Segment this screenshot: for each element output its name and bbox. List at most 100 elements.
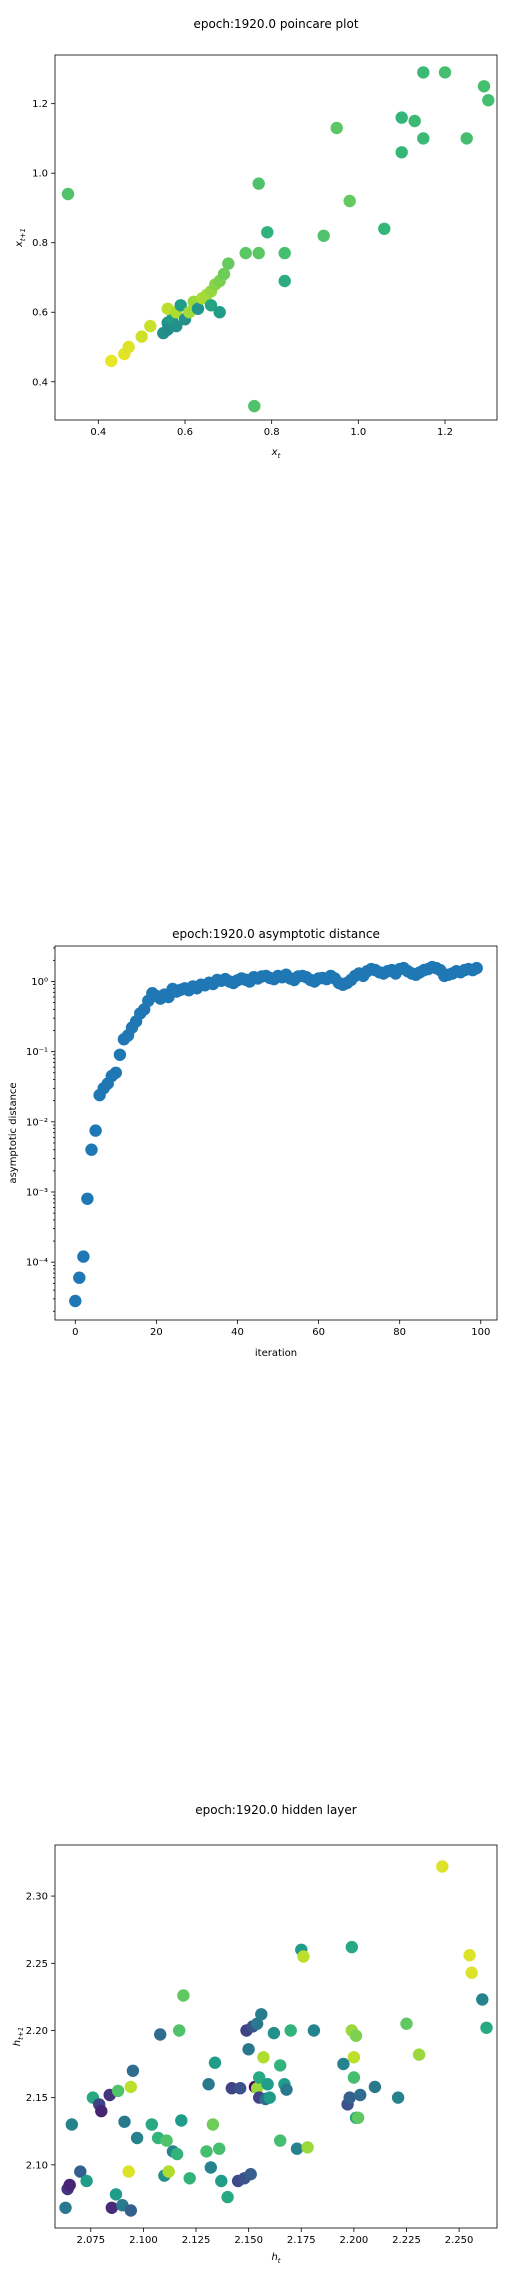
- data-point: [154, 2028, 166, 2040]
- y-tick-label: 0.6: [32, 308, 48, 319]
- data-point: [354, 2089, 366, 2101]
- chart-title: epoch:1920.0 hidden layer: [195, 1803, 357, 1817]
- x-tick-label: 2.075: [76, 2235, 105, 2246]
- data-point: [221, 2191, 233, 2203]
- chart-title: epoch:1920.0 poincare plot: [193, 17, 358, 31]
- data-point: [171, 2148, 183, 2160]
- plot-frame: [55, 55, 497, 420]
- data-point: [106, 2202, 118, 2214]
- data-point: [77, 1250, 89, 1262]
- data-point: [396, 111, 408, 123]
- data-point: [279, 247, 291, 259]
- data-point: [160, 2134, 172, 2146]
- data-point: [301, 2141, 313, 2153]
- x-axis-label: xt: [271, 447, 281, 460]
- data-point: [177, 1989, 189, 2001]
- x-tick-label: 0.4: [90, 427, 106, 438]
- data-point: [125, 2204, 137, 2216]
- x-tick-label: 0.6: [177, 427, 193, 438]
- y-tick-label: 10⁰: [31, 977, 48, 988]
- data-point: [209, 2057, 221, 2069]
- data-point: [245, 2168, 257, 2180]
- y-tick-label: 0.8: [32, 238, 48, 249]
- data-point: [59, 2202, 71, 2214]
- x-tick-label: 1.2: [437, 427, 453, 438]
- data-point: [123, 2165, 135, 2177]
- data-point: [392, 2091, 404, 2103]
- data-point: [297, 1950, 309, 1962]
- data-point: [118, 2116, 130, 2128]
- data-point: [482, 94, 494, 106]
- y-tick-label: 10⁻²: [26, 1117, 48, 1128]
- data-point: [264, 2091, 276, 2103]
- data-point: [123, 341, 135, 353]
- y-tick-label: 2.30: [26, 1892, 48, 1903]
- y-tick-label: 1.2: [32, 99, 48, 110]
- data-point: [280, 2083, 292, 2095]
- x-axis-label: iteration: [255, 1348, 297, 1359]
- data-point: [200, 2145, 212, 2157]
- data-point: [184, 2172, 196, 2184]
- data-point: [348, 2071, 360, 2083]
- x-axis-label: ht: [271, 2252, 280, 2265]
- x-tick-label: 80: [393, 1327, 406, 1338]
- y-tick-label: 2.15: [26, 2093, 48, 2104]
- y-tick-label: 2.10: [26, 2160, 48, 2171]
- data-point: [476, 1993, 488, 2005]
- data-point: [81, 1193, 93, 1205]
- data-point: [346, 1941, 358, 1953]
- data-point: [89, 1124, 101, 1136]
- data-point: [274, 2059, 286, 2071]
- x-tick-label: 0: [72, 1327, 78, 1338]
- data-point: [248, 400, 260, 412]
- data-point: [69, 1295, 81, 1307]
- data-point: [62, 188, 74, 200]
- data-point: [242, 2043, 254, 2055]
- y-tick-label: 0.4: [32, 377, 48, 388]
- data-point: [261, 2078, 273, 2090]
- x-tick-label: 0.8: [264, 427, 280, 438]
- data-point: [214, 306, 226, 318]
- x-tick-label: 2.225: [392, 2235, 421, 2246]
- data-point: [110, 1067, 122, 1079]
- hidden-layer-plot: epoch:1920.0 hidden layer 2.075 2.100 2.125…: [0, 1790, 507, 2269]
- x-tick-label: 100: [471, 1327, 490, 1338]
- data-point: [337, 2058, 349, 2070]
- data-point: [396, 146, 408, 158]
- data-point: [146, 2118, 158, 2130]
- data-point: [348, 2051, 360, 2063]
- data-point: [73, 1272, 85, 1284]
- data-point: [173, 2024, 185, 2036]
- y-tick-label: 10⁻⁴: [26, 1258, 48, 1269]
- data-point: [413, 2048, 425, 2060]
- data-point: [344, 195, 356, 207]
- y-tick-label: 1.0: [32, 169, 48, 180]
- y-tick-label: 10⁻¹: [26, 1047, 48, 1058]
- data-point: [131, 2132, 143, 2144]
- data-point: [253, 177, 265, 189]
- data-point: [279, 275, 291, 287]
- data-point: [136, 330, 148, 342]
- data-point: [240, 247, 252, 259]
- data-point: [255, 2008, 267, 2020]
- data-point: [207, 2118, 219, 2130]
- data-points: [62, 66, 495, 412]
- data-point: [261, 226, 273, 238]
- data-point: [466, 1967, 478, 1979]
- y-axis-label: ht+1: [12, 2027, 25, 2046]
- data-point: [95, 2105, 107, 2117]
- data-point: [463, 1949, 475, 1961]
- data-point: [234, 2082, 246, 2094]
- data-point: [369, 2081, 381, 2093]
- x-tick-label: 2.150: [234, 2235, 263, 2246]
- data-point: [478, 80, 490, 92]
- data-point: [202, 2078, 214, 2090]
- data-point: [215, 2175, 227, 2187]
- x-tick-label: 2.125: [182, 2235, 211, 2246]
- data-point: [125, 2081, 137, 2093]
- x-tick-label: 2.100: [129, 2235, 158, 2246]
- data-point: [436, 1860, 448, 1872]
- data-point: [127, 2065, 139, 2077]
- data-point: [205, 2161, 217, 2173]
- x-tick-label: 40: [231, 1327, 244, 1338]
